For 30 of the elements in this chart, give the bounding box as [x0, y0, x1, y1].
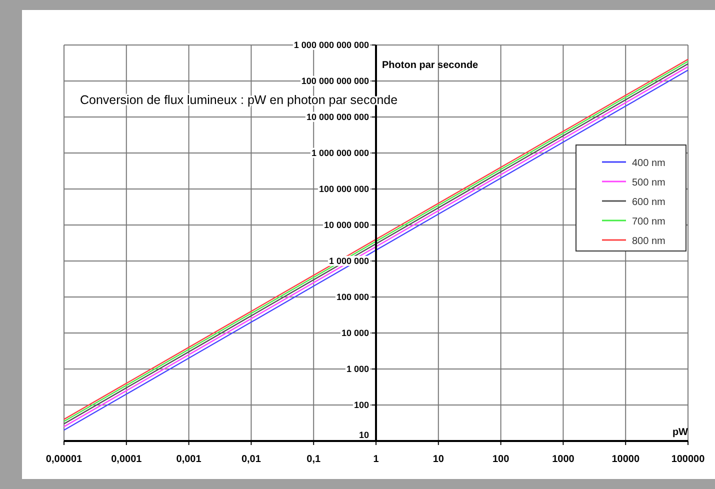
- x-tick-label: 1: [373, 454, 380, 465]
- x-tick-label: 10: [432, 454, 444, 465]
- y-tick-label: 100 000: [336, 292, 369, 302]
- x-tick-label: 100: [492, 454, 510, 465]
- x-tick-label: 0,01: [241, 454, 262, 465]
- y-tick-label: 1 000: [346, 364, 369, 374]
- y-tick-label: 100 000 000: [318, 184, 369, 194]
- y-tick-label: 100 000 000 000: [301, 76, 369, 86]
- x-tick-label: 10000: [612, 454, 640, 465]
- legend-label: 500 nm: [632, 178, 666, 188]
- y-tick-label: 10: [358, 430, 369, 440]
- y-axis-title: Photon par seconde: [382, 60, 479, 71]
- legend-label: 400 nm: [632, 158, 666, 169]
- y-tick-label: 100: [354, 400, 369, 410]
- y-tick-label: 1 000 000 000 000: [294, 40, 369, 50]
- y-tick-label: 10 000 000: [324, 220, 369, 230]
- y-tick-label: 10 000 000 000: [306, 112, 369, 122]
- x-tick-label: 0,00001: [46, 454, 83, 465]
- legend-label: 600 nm: [632, 197, 666, 208]
- y-tick-label: 1 000 000 000: [311, 148, 369, 158]
- y-tick-label: 10 000: [341, 328, 369, 338]
- x-tick-label: 1000: [552, 454, 575, 465]
- y-tick-label: 1 000 000: [328, 256, 369, 266]
- x-axis-title: pW: [672, 427, 689, 438]
- x-tick-label: 0,0001: [111, 454, 142, 465]
- x-tick-label: 100000: [671, 454, 706, 465]
- legend-label: 700 nm: [632, 216, 666, 228]
- legend-label: 800 nm: [632, 236, 666, 247]
- x-tick-label: 0,001: [176, 454, 202, 465]
- x-tick-label: 0,1: [306, 454, 321, 465]
